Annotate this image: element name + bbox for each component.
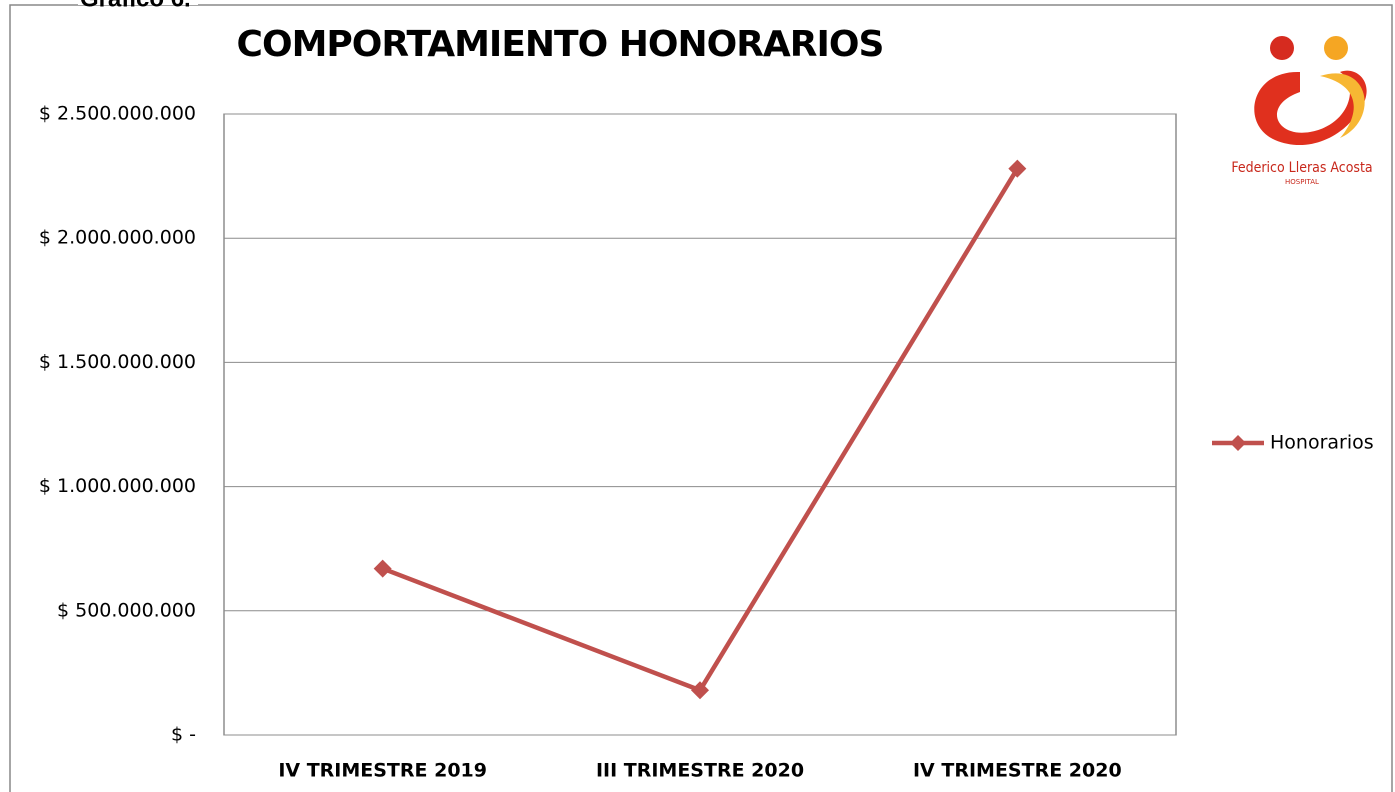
y-tick-label: $ 500.000.000 bbox=[57, 599, 196, 621]
y-tick-label: $ 2.000.000.000 bbox=[39, 227, 196, 249]
data-point bbox=[1008, 159, 1027, 178]
logo-head bbox=[1270, 36, 1294, 60]
logo: Federico Lleras Acosta HOSPITAL bbox=[1231, 36, 1373, 186]
logo-name: Federico Lleras Acosta bbox=[1231, 160, 1372, 176]
chart-frame bbox=[9, 4, 1393, 792]
y-tick-label: $ 2.500.000.000 bbox=[39, 103, 196, 125]
legend-label: Honorarios bbox=[1270, 432, 1374, 454]
chart-title: COMPORTAMIENTO HONORARIOS bbox=[237, 24, 884, 65]
x-tick-label: III TRIMESTRE 2020 bbox=[596, 760, 804, 782]
y-tick-label: $ 1.500.000.000 bbox=[39, 351, 196, 373]
caption: Gráfico 6. bbox=[80, 0, 191, 12]
logo-shape bbox=[1254, 70, 1367, 146]
x-tick-label: IV TRIMESTRE 2019 bbox=[278, 760, 487, 782]
logo-shape bbox=[1320, 73, 1365, 138]
logo-subtitle: HOSPITAL bbox=[1285, 178, 1319, 186]
x-tick-label: IV TRIMESTRE 2020 bbox=[913, 760, 1122, 782]
data-point bbox=[373, 559, 392, 578]
data-point bbox=[691, 681, 709, 700]
legend-marker bbox=[1230, 435, 1246, 451]
y-tick-label: $ 1.000.000.000 bbox=[39, 475, 196, 497]
caption-mask bbox=[78, 0, 198, 5]
logo-head bbox=[1324, 36, 1348, 60]
y-tick-label: $ - bbox=[171, 724, 196, 746]
